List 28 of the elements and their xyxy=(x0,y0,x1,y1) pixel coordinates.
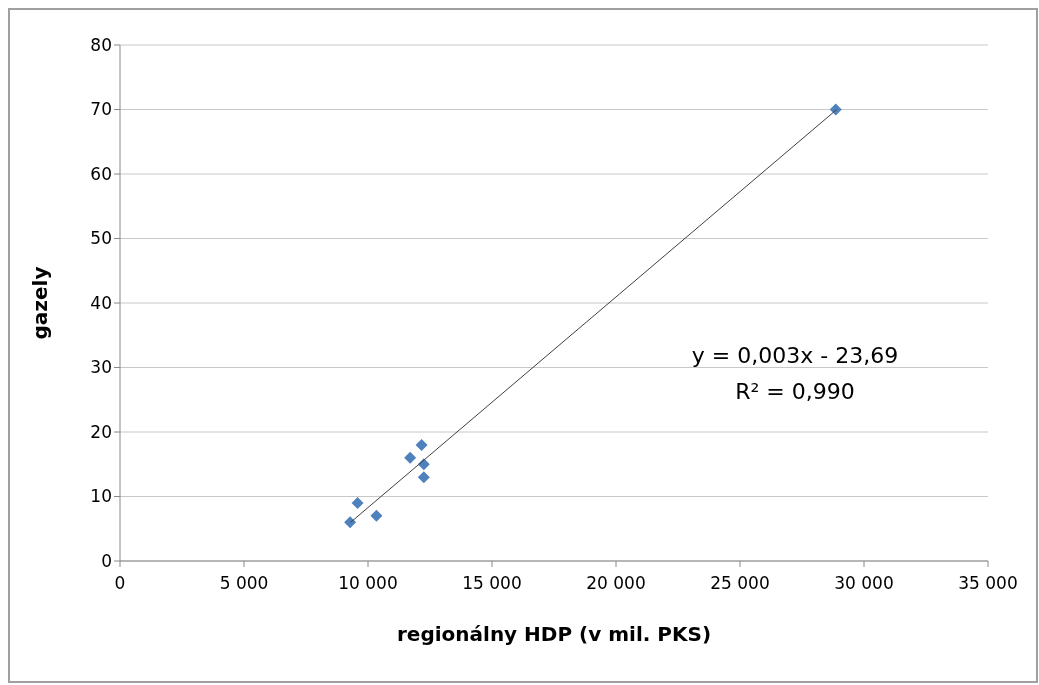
point xyxy=(829,103,842,116)
point xyxy=(370,509,383,522)
y-tick-label: 10 xyxy=(90,486,112,507)
annotation: y = 0,003x - 23,69 xyxy=(690,343,900,368)
x-tick-label: 0 xyxy=(114,573,126,594)
y-tick-label: 80 xyxy=(90,34,112,55)
y-tick-label: 60 xyxy=(90,163,112,184)
x-tick-label: 35 000 xyxy=(958,573,1018,594)
x-tick-label: 30 000 xyxy=(834,573,894,594)
point xyxy=(344,516,357,529)
y-tick-label: 40 xyxy=(90,292,112,313)
point xyxy=(404,451,417,464)
y-axis-title: gazely xyxy=(28,266,53,340)
point xyxy=(415,438,428,451)
x-tick-label: 15 000 xyxy=(462,573,522,594)
point xyxy=(417,471,430,484)
y-tick-label: 30 xyxy=(90,357,112,378)
x-tick-label: 20 000 xyxy=(586,573,646,594)
x-tick-label: 5 000 xyxy=(219,573,269,594)
point xyxy=(351,496,364,509)
x-axis-title: regionálny HDP (v mil. PKS) xyxy=(396,622,712,646)
x-tick-label: 10 000 xyxy=(338,573,398,594)
y-tick-label: 50 xyxy=(90,228,112,249)
y-tick-label: 70 xyxy=(90,99,112,120)
y-tick-label: 20 xyxy=(90,421,112,442)
y-tick-label: 0 xyxy=(101,550,112,571)
x-tick-label: 25 000 xyxy=(710,573,770,594)
annotation: R² = 0,990 xyxy=(734,379,856,404)
